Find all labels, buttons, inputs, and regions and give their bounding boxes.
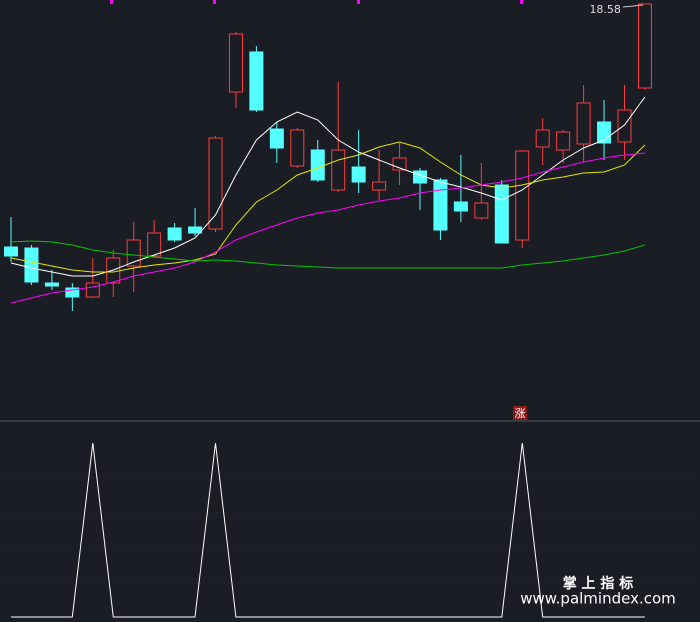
- candle-body: [637, 3, 652, 89]
- signal-label: 涨: [515, 407, 526, 420]
- top-marker: [520, 0, 523, 4]
- max-arrow: [622, 4, 643, 8]
- candle-body: [269, 128, 284, 149]
- candle-body: [147, 232, 162, 257]
- signal-badge: [513, 406, 527, 420]
- candle-body: [208, 137, 223, 230]
- candle-body: [167, 227, 182, 241]
- candle-body: [535, 129, 550, 148]
- candle-body: [617, 109, 632, 143]
- candle-body: [515, 150, 530, 241]
- candle-body: [85, 282, 100, 298]
- candle-body: [331, 149, 346, 191]
- top-marker: [357, 0, 360, 4]
- candle-body: [372, 181, 387, 191]
- candle-body: [24, 247, 39, 283]
- candle-body: [453, 201, 468, 212]
- moving-average: [10, 141, 646, 273]
- top-marker: [110, 0, 113, 4]
- candle-body: [249, 51, 264, 111]
- max-label: 18.58: [589, 3, 621, 16]
- candle-body: [474, 202, 489, 219]
- pane-grid: [0, 477, 700, 584]
- moving-average: [10, 152, 645, 304]
- moving-average: [10, 240, 646, 269]
- candle-body: [65, 287, 80, 298]
- moving-average: [10, 96, 646, 277]
- candle-body: [290, 129, 305, 167]
- watermark-title: 掌 上 指 标: [563, 575, 634, 592]
- candle-body: [351, 166, 366, 183]
- candle-body: [126, 239, 141, 267]
- signal-line: [11, 442, 645, 618]
- watermark-url: www.palmindex.com: [520, 590, 676, 608]
- top-marker: [213, 0, 216, 4]
- candle-body: [433, 179, 448, 231]
- candle-body: [494, 184, 509, 244]
- candle-body: [556, 131, 571, 151]
- candle-body: [576, 102, 591, 145]
- candle-body: [228, 33, 243, 93]
- candle-body: [4, 246, 18, 257]
- candle-body: [310, 149, 325, 181]
- candle-body: [44, 282, 59, 287]
